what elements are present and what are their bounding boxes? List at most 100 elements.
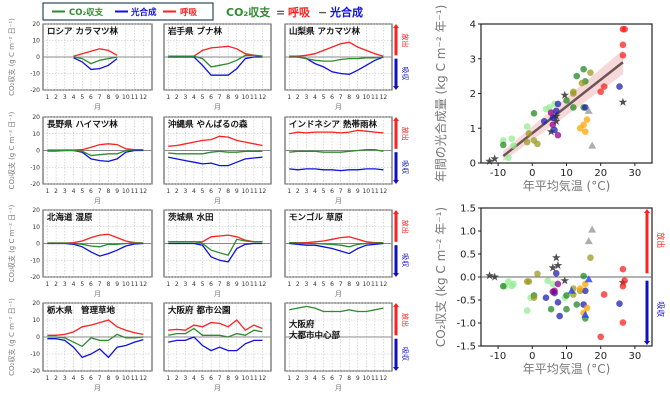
panel-title: 北海道 湿原	[47, 212, 93, 223]
data-point	[587, 254, 594, 261]
y-tick-label: 20	[32, 300, 40, 307]
data-point-star	[485, 271, 494, 280]
x-tick-label: 7	[98, 281, 102, 288]
release-label: 放出	[401, 127, 410, 141]
absorb-label: 吸収	[401, 347, 409, 361]
y-tick-label: 10	[32, 131, 40, 138]
x-tick-label: 9	[115, 281, 119, 288]
x-tick-label: 7	[339, 188, 343, 195]
legend-co2-label: CO₂収支	[69, 7, 104, 18]
x-tick-label: 9	[235, 188, 239, 195]
panel-title: 茨城県 水田	[168, 212, 213, 223]
release-arrowhead	[644, 209, 650, 213]
x-tick-label: 5	[322, 281, 326, 288]
x-tick-label: 1	[45, 188, 49, 195]
absorb-label: 吸収	[401, 67, 409, 81]
data-point-star	[618, 97, 628, 106]
x-tick-label: 10	[122, 281, 130, 288]
x-tick-label: 1	[166, 94, 170, 101]
equation-resp: 呼吸	[288, 5, 311, 19]
data-point	[499, 282, 507, 290]
data-point	[570, 90, 577, 97]
x-tick-label: 1	[287, 375, 291, 382]
x-tick-label: 12	[139, 375, 147, 382]
x-tick-label: 30	[629, 351, 642, 362]
x-tick-label: 12	[259, 281, 267, 288]
series-line	[168, 336, 263, 352]
x-tick-label: 11	[371, 281, 379, 288]
x-tick-label: 12	[139, 281, 147, 288]
data-point-triangle	[588, 141, 597, 149]
data-point	[576, 285, 584, 292]
legend-resp-label: 呼吸	[180, 7, 198, 18]
x-tick-label: 6	[330, 375, 334, 382]
x-tick-label: 8	[226, 281, 230, 288]
data-point	[578, 79, 586, 87]
x-tick-label: 5	[80, 188, 84, 195]
x-tick-label: 3	[63, 94, 67, 101]
data-point-star	[490, 272, 499, 281]
data-point	[510, 280, 517, 288]
x-tick-label: 10	[122, 188, 130, 195]
release-arrowhead	[393, 210, 399, 214]
data-point	[554, 131, 562, 139]
series-line	[168, 150, 263, 155]
x-tick-label: 2	[296, 281, 300, 288]
data-point	[580, 272, 587, 280]
x-tick-label: 12	[380, 94, 388, 101]
x-tick-label: 5	[80, 375, 84, 382]
x-tick-label: 7	[218, 281, 222, 288]
x-tick-label: 11	[131, 375, 139, 382]
y-tick-label: -20	[30, 368, 40, 375]
data-point-star	[485, 156, 494, 165]
x-tick-label: 12	[380, 375, 388, 382]
absorb-label: 吸収	[401, 253, 409, 267]
y-tick-label: 0	[36, 241, 40, 248]
x-tick-label: 2	[175, 281, 179, 288]
x-tick-label: 10	[241, 281, 249, 288]
x-tick-label: 4	[192, 281, 196, 288]
x-tick-label: 4	[313, 281, 317, 288]
x-tick-label: 9	[235, 281, 239, 288]
x-tick-label: 5	[201, 375, 205, 382]
y-tick-label: -20	[30, 274, 40, 281]
plot-frame	[480, 23, 653, 164]
regression-line	[502, 61, 624, 158]
y-tick-label: -20	[30, 87, 40, 94]
data-point	[563, 305, 570, 313]
x-tick-label: 6	[89, 188, 93, 195]
data-point	[600, 291, 608, 298]
y-tick-label: 1.0	[460, 227, 476, 238]
x-tick-label: 8	[106, 281, 110, 288]
x-tick-label: 2	[54, 375, 58, 382]
x-tick-label: 2	[175, 94, 179, 101]
x-tick-label: 10	[560, 168, 573, 179]
data-point	[547, 109, 555, 116]
x-tick-label: 10	[241, 94, 249, 101]
x-tick-label: 10	[362, 94, 370, 101]
x-tick-label: 1	[45, 375, 49, 382]
data-point-star	[490, 154, 499, 163]
data-point	[523, 123, 531, 130]
x-tick-label: 1	[166, 375, 170, 382]
x-tick-label: 6	[330, 281, 334, 288]
data-point	[583, 116, 591, 123]
panel-title: ロシア カラマツ林	[47, 26, 118, 37]
x-tick-label: 10	[560, 351, 573, 362]
data-point	[619, 282, 627, 290]
x-tick-label: 20	[594, 168, 607, 179]
series-line	[73, 56, 118, 65]
panel-title: 岩手県 ブナ林	[167, 26, 222, 37]
data-point	[554, 280, 562, 288]
series-line	[168, 56, 263, 76]
x-tick-label: 2	[54, 188, 58, 195]
x-tick-label: 6	[209, 375, 213, 382]
x-tick-label: 9	[356, 188, 360, 195]
release-arrowhead	[393, 117, 399, 121]
data-point	[582, 104, 589, 111]
x-tick-label: 11	[131, 281, 139, 288]
x-tick-label: 1	[45, 94, 49, 101]
data-point-triangle	[584, 106, 593, 114]
